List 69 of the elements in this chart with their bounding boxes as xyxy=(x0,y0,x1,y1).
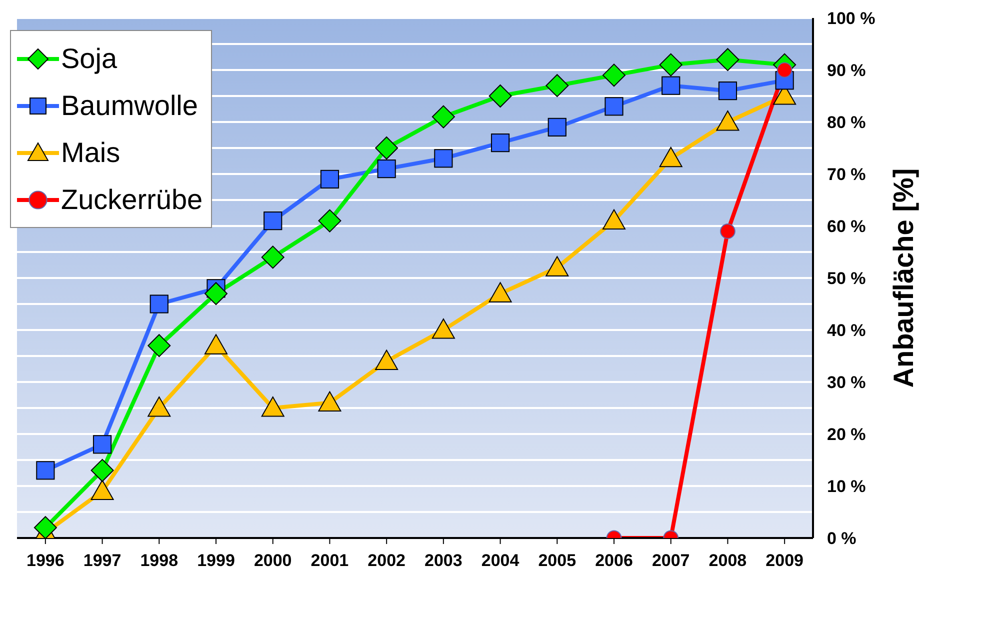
point xyxy=(659,146,682,168)
point xyxy=(490,134,510,152)
x-tick-label: 2007 xyxy=(652,551,690,570)
point xyxy=(546,74,569,98)
y-tick-label: 70 % xyxy=(827,165,866,184)
point xyxy=(204,282,228,306)
legend-label: Baumwolle xyxy=(61,90,198,122)
y-tick-label: 10 % xyxy=(827,477,866,496)
point xyxy=(548,118,566,136)
point xyxy=(488,84,512,108)
x-tick-label: 1996 xyxy=(26,551,64,570)
x-tick-label: 2006 xyxy=(595,551,633,570)
point xyxy=(148,334,171,358)
point xyxy=(204,334,228,354)
x-tick-label: 1999 xyxy=(197,551,235,570)
point xyxy=(264,212,282,230)
point xyxy=(375,136,398,160)
point xyxy=(604,97,624,116)
x-tick-label: 2008 xyxy=(708,551,747,570)
point xyxy=(602,209,626,230)
point xyxy=(720,224,736,239)
point xyxy=(434,149,453,168)
point xyxy=(377,160,396,178)
y-tick-label: 90 % xyxy=(827,61,866,80)
x-tick-label: 2002 xyxy=(368,551,406,570)
x-tick-label: 1997 xyxy=(83,551,122,570)
point xyxy=(716,48,740,72)
y-tick-label: 100 % xyxy=(827,9,876,28)
x-tick-label: 2001 xyxy=(310,551,349,570)
y-tick-label: 0 % xyxy=(827,529,856,548)
point xyxy=(432,318,455,339)
legend-label: Soja xyxy=(61,42,118,74)
point xyxy=(34,516,57,538)
point xyxy=(488,282,512,302)
point xyxy=(776,62,792,78)
point xyxy=(662,76,680,95)
point xyxy=(92,435,112,454)
point xyxy=(90,458,114,482)
x-tick-label: 2009 xyxy=(766,551,804,570)
point xyxy=(375,350,398,370)
point xyxy=(718,82,738,100)
point xyxy=(150,294,168,314)
y-tick-label: 20 % xyxy=(827,425,866,444)
y-tick-label: 50 % xyxy=(827,269,866,288)
point xyxy=(432,105,455,128)
y-axis-title: Anbaufläche [%] xyxy=(888,168,919,388)
point xyxy=(318,209,342,232)
y-tick-label: 60 % xyxy=(827,217,866,236)
point xyxy=(90,480,114,500)
point xyxy=(659,53,682,76)
y-tick-label: 30 % xyxy=(827,373,866,392)
point xyxy=(546,256,569,276)
point xyxy=(602,64,626,87)
point xyxy=(318,391,342,412)
point xyxy=(261,246,284,269)
x-tick-label: 1998 xyxy=(140,551,178,570)
point xyxy=(36,461,55,480)
legend-label: Zuckerrübe xyxy=(61,184,203,216)
x-tick-label: 2000 xyxy=(254,551,292,570)
y-tick-label: 80 % xyxy=(827,113,866,132)
point xyxy=(716,110,740,131)
point xyxy=(320,170,340,188)
x-tick-label: 2003 xyxy=(424,551,462,570)
legend-label: Mais xyxy=(61,136,120,168)
point xyxy=(148,396,171,417)
x-tick-label: 2004 xyxy=(481,551,520,570)
point xyxy=(261,396,284,417)
x-tick-label: 2005 xyxy=(538,551,576,570)
y-tick-label: 40 % xyxy=(827,321,866,340)
